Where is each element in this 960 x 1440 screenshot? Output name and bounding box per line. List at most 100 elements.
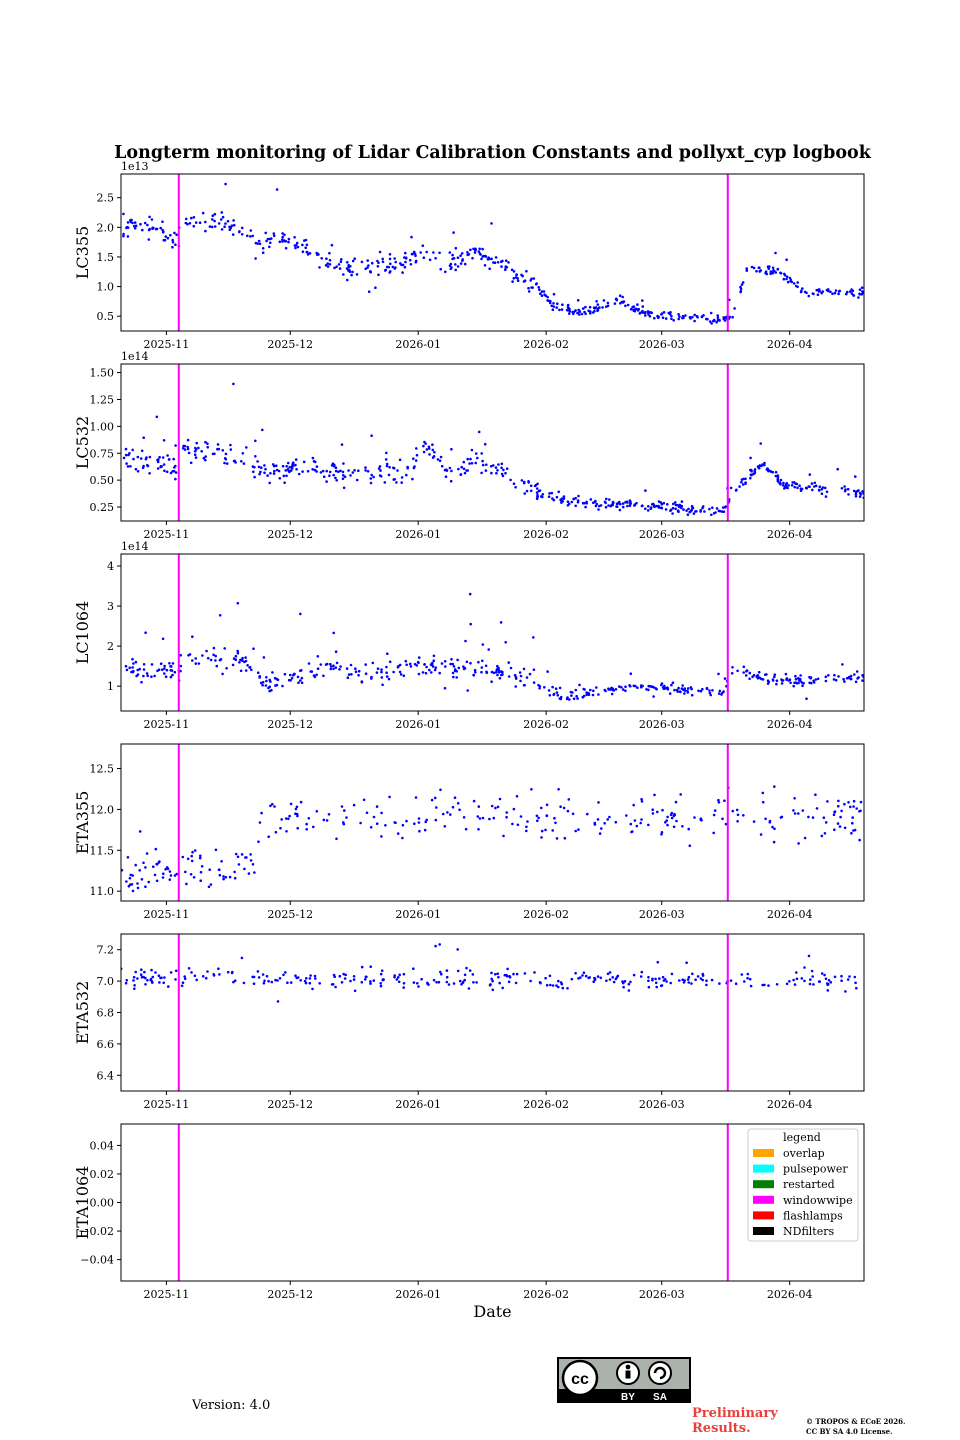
- data-point: [462, 460, 466, 464]
- data-point: [492, 816, 496, 820]
- data-point: [843, 802, 846, 806]
- data-point: [677, 686, 680, 690]
- data-point: [490, 222, 493, 225]
- data-point: [720, 510, 724, 513]
- data-point: [232, 219, 235, 222]
- data-point: [477, 660, 480, 664]
- data-point: [691, 972, 694, 976]
- chart-title: Longterm monitoring of Lidar Calibration…: [114, 143, 872, 163]
- data-point: [270, 980, 274, 984]
- data-point: [470, 462, 474, 465]
- data-point: [335, 479, 339, 482]
- data-point: [293, 236, 296, 239]
- data-point: [740, 973, 744, 976]
- data-point: [662, 979, 666, 982]
- data-point: [510, 268, 514, 272]
- data-point: [676, 503, 679, 507]
- data-point: [796, 486, 799, 490]
- x-tick-label: 2025-11: [144, 718, 190, 731]
- data-point: [161, 637, 165, 641]
- data-point: [463, 262, 467, 266]
- data-point: [860, 286, 864, 290]
- legend-label-NDfilters: NDfilters: [783, 1225, 834, 1238]
- data-point: [393, 974, 397, 977]
- data-point: [412, 981, 416, 984]
- data-point: [206, 442, 209, 446]
- data-point: [319, 663, 323, 666]
- preliminary-line1: Preliminary: [692, 1406, 778, 1421]
- x-tick-label: 2026-04: [767, 1288, 813, 1301]
- data-point: [315, 673, 318, 677]
- data-point: [436, 458, 440, 461]
- data-point: [575, 694, 578, 698]
- data-point: [769, 272, 772, 276]
- data-point: [136, 470, 140, 473]
- data-point: [286, 468, 290, 471]
- data-point: [515, 795, 519, 798]
- data-point: [852, 805, 855, 808]
- data-point: [629, 980, 632, 984]
- data-point: [452, 665, 456, 668]
- data-point: [322, 475, 326, 479]
- data-point: [465, 966, 468, 970]
- data-point: [233, 876, 237, 880]
- data-point: [365, 811, 369, 815]
- data-point: [209, 658, 213, 662]
- x-tick-label: 2026-03: [639, 338, 685, 351]
- data-point: [438, 459, 442, 463]
- data-point: [267, 835, 271, 838]
- data-point: [534, 483, 538, 487]
- data-point: [837, 675, 840, 678]
- data-point: [281, 684, 284, 688]
- data-point: [271, 671, 274, 674]
- data-point: [444, 665, 447, 668]
- data-point: [202, 456, 206, 460]
- data-point: [781, 484, 785, 487]
- data-point: [602, 299, 606, 302]
- data-point: [662, 501, 666, 505]
- y-tick-label: 1.0: [97, 281, 115, 294]
- data-point: [472, 674, 476, 677]
- data-point: [171, 673, 174, 677]
- y-tick-label: 6.4: [97, 1069, 115, 1082]
- data-point: [500, 265, 503, 268]
- data-point: [584, 974, 588, 978]
- data-point: [342, 822, 346, 826]
- data-point: [655, 985, 658, 989]
- data-point: [173, 670, 177, 674]
- data-point: [453, 796, 457, 799]
- data-point: [577, 308, 580, 312]
- data-point: [272, 472, 276, 475]
- data-point: [417, 656, 421, 659]
- data-point: [793, 812, 797, 815]
- data-point: [740, 478, 744, 481]
- data-point: [327, 813, 331, 816]
- data-point: [228, 875, 232, 879]
- data-point: [582, 971, 586, 974]
- data-point: [736, 813, 740, 817]
- data-point: [253, 475, 256, 479]
- data-point: [803, 966, 806, 969]
- data-point: [269, 680, 272, 683]
- data-point: [758, 464, 762, 467]
- data-point: [148, 472, 151, 475]
- data-point: [191, 659, 194, 662]
- data-point: [219, 658, 223, 661]
- legend: legendoverlappulsepowerrestartedwindowwi…: [747, 1128, 859, 1242]
- y-tick-label: 1.00: [90, 420, 115, 433]
- data-point: [678, 690, 682, 693]
- data-point: [721, 817, 724, 821]
- data-point: [612, 980, 616, 984]
- data-point: [481, 659, 484, 663]
- data-point: [236, 855, 240, 859]
- data-point: [315, 810, 319, 813]
- data-point: [295, 468, 298, 471]
- data-point: [490, 680, 493, 683]
- data-point: [788, 980, 791, 983]
- data-point: [506, 967, 509, 971]
- data-point: [263, 464, 266, 467]
- data-point: [658, 506, 661, 509]
- data-point: [822, 816, 826, 819]
- data-point: [646, 509, 650, 512]
- data-point: [328, 470, 332, 474]
